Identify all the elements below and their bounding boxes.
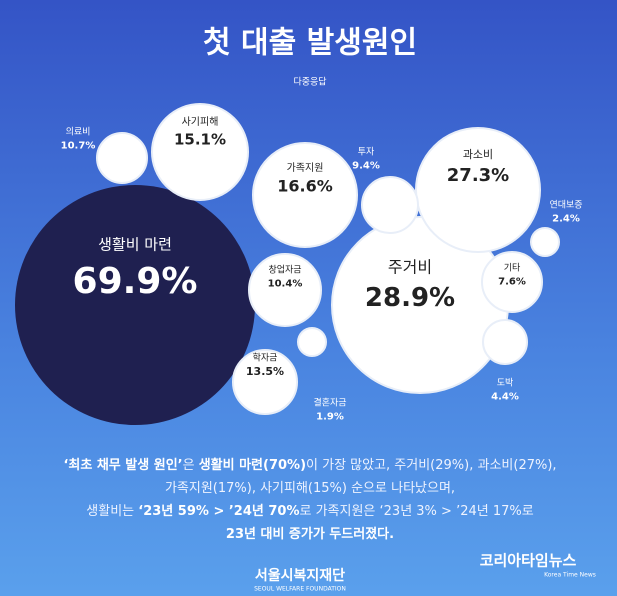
footer-name-en: SEOUL WELFARE FOUNDATION [254, 586, 346, 593]
note-segment: 생활비는 [86, 504, 138, 519]
bubble-value: 9.4% [352, 160, 380, 171]
bubble-value: 13.5% [246, 365, 284, 378]
footer-name: 서울시복지재단 [255, 567, 345, 584]
bubble [361, 176, 419, 234]
bubble-name: 학자금 [253, 353, 278, 364]
bubble-value: 10.7% [61, 140, 96, 151]
note-segment: 23년 대비 증가가 두드러졌다. [226, 526, 394, 542]
bubble-name: 도박 [497, 378, 514, 389]
bubble-name: 가족지원 [287, 162, 324, 174]
notes: ‘최초 채무 발생 원인’은 생활비 마련(70%)이 가장 많았고, 주거비(… [63, 457, 556, 542]
bubble-name: 창업자금 [268, 265, 301, 276]
note-segment: 이 가장 많았고, 주거비(29%), 과소비(27%), [306, 458, 557, 473]
note-segment: ‘최초 채무 발생 원인’ [63, 457, 182, 473]
bubble [96, 132, 148, 184]
bubble-value: 69.9% [73, 261, 198, 302]
bubble-value: 1.9% [316, 411, 344, 422]
bubble [530, 227, 560, 257]
bubble-name: 기타 [504, 263, 521, 274]
bubbles: 생활비 마련 69.9% 주거비 28.9% 과소비 27.3% 가족지원 16.6% 사기피해… [15, 103, 583, 425]
note-segment: ‘23년 59% > ’24년 70% [138, 504, 299, 519]
note-line: ‘최초 채무 발생 원인’은 생활비 마련(70%)이 가장 많았고, 주거비(… [63, 457, 556, 473]
note-line: 생활비는 ‘23년 59% > ’24년 70%로 가족지원은 ‘23년 3% … [86, 504, 533, 519]
bubble-name: 의료비 [66, 127, 91, 138]
bubble [252, 142, 358, 248]
bubble [15, 185, 255, 425]
bubble-name: 결혼자금 [313, 397, 346, 409]
note-line: 23년 대비 증가가 두드러졌다. [226, 526, 394, 542]
bubble-value: 10.4% [268, 278, 303, 289]
note-segment: 은 [183, 458, 199, 473]
bubble [481, 251, 543, 313]
bubble-value: 15.1% [174, 131, 226, 149]
bubble [482, 319, 528, 365]
bubble-name: 생활비 마련 [98, 236, 172, 254]
bubble [297, 327, 327, 357]
bubble-name: 사기피해 [182, 115, 219, 128]
note-segment: 가족지원(17%), 사기피해(15%) 순으로 나타났으며, [165, 481, 455, 496]
note-line: 가족지원(17%), 사기피해(15%) 순으로 나타났으며, [165, 481, 455, 496]
bubble [232, 349, 298, 415]
watermark-en: Korea Time News [544, 572, 596, 579]
bubble-value: 4.4% [491, 391, 519, 402]
bubble-value: 27.3% [447, 165, 509, 186]
bubble-value: 28.9% [365, 283, 455, 313]
bubble-value: 2.4% [552, 213, 580, 224]
note-segment: 생활비 마련(70%) [199, 457, 306, 473]
subtitle: 다중응답 [293, 76, 326, 88]
bubble [415, 127, 541, 253]
bubble-name: 주거비 [388, 258, 432, 277]
note-segment: 로 가족지원은 ‘23년 3% > ’24년 17%로 [300, 504, 534, 519]
bubble-name: 투자 [358, 147, 375, 158]
bubble-name: 연대보증 [549, 200, 582, 211]
bubble [151, 103, 249, 201]
bubble-value: 16.6% [277, 176, 333, 195]
bubble-value: 7.6% [498, 276, 526, 287]
watermark: 코리아타임뉴스 [480, 552, 577, 570]
bubble-name: 과소비 [463, 148, 493, 161]
title: 첫 대출 발생원인 [203, 26, 417, 61]
bubble [248, 253, 322, 327]
